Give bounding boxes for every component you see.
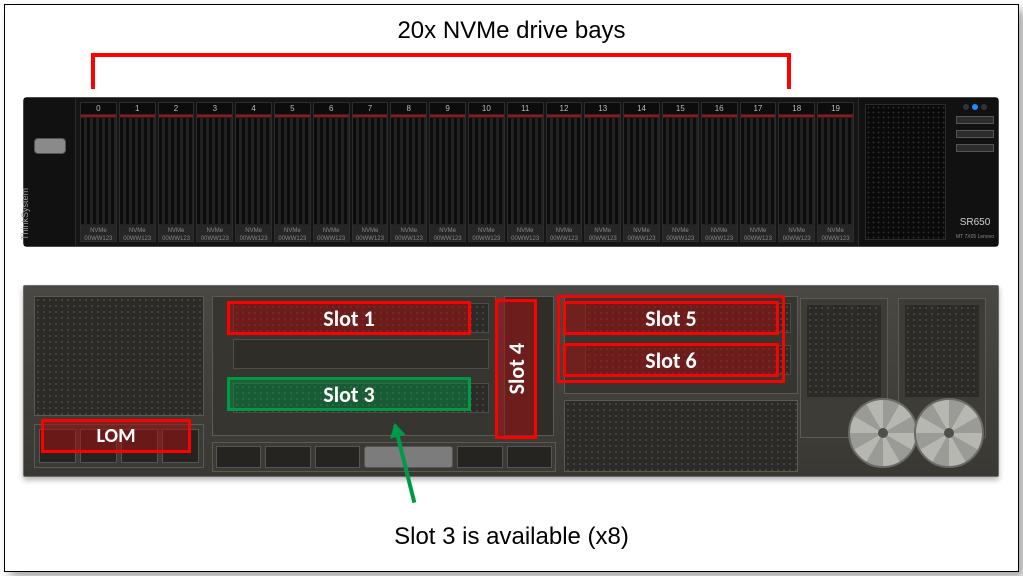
bay-number: 8 (391, 103, 426, 115)
fan-icon (914, 398, 984, 468)
rear-lower-mesh (564, 400, 798, 472)
bay-foot: NVMe00WW123 (547, 225, 582, 241)
drive-bay: 19 NVMe00WW123 (817, 102, 854, 242)
drive-bay: 6 NVMe00WW123 (313, 102, 350, 242)
annotation-slot1: Slot 1 (227, 301, 471, 335)
vga-port-icon (34, 138, 66, 154)
annotation-label: Slot 1 (323, 305, 374, 332)
usb-port-icon (956, 130, 994, 138)
status-leds-icon (956, 104, 994, 110)
drive-bay: 4 NVMe00WW123 (235, 102, 272, 242)
drive-bay: 9 NVMe00WW123 (429, 102, 466, 242)
bay-number: 9 (430, 103, 465, 115)
annotation-lom: LOM (41, 419, 191, 453)
bay-foot: NVMe00WW123 (275, 225, 310, 241)
bay-foot: NVMe00WW123 (818, 225, 853, 241)
figure-frame: 20x NVMe drive bays ThinkSystem 0 NVMe00W… (4, 4, 1019, 572)
bay-number: 0 (81, 103, 116, 115)
bay-number: 6 (314, 103, 349, 115)
bay-foot: NVMe00WW123 (663, 225, 698, 241)
bay-number: 19 (818, 103, 853, 115)
bay-foot: NVMe00WW123 (469, 225, 504, 241)
drive-bay: 3 NVMe00WW123 (196, 102, 233, 242)
drive-bay: 8 NVMe00WW123 (390, 102, 427, 242)
bay-number: 5 (275, 103, 310, 115)
bay-foot: NVMe00WW123 (197, 225, 232, 241)
drive-bays-row: 0 NVMe00WW123 1 NVMe00WW123 2 NVMe00WW123 3 NVM… (76, 98, 858, 246)
drive-bay: 10 NVMe00WW123 (468, 102, 505, 242)
bay-number: 18 (779, 103, 814, 115)
drive-bay: 5 NVMe00WW123 (274, 102, 311, 242)
bay-foot: NVMe00WW123 (391, 225, 426, 241)
drive-bay: 16 NVMe00WW123 (701, 102, 738, 242)
drive-bays-bracket (91, 53, 791, 89)
bay-foot: NVMe00WW123 (236, 225, 271, 241)
brand-label: ThinkSystem (20, 226, 30, 240)
bay-number: 7 (353, 103, 388, 115)
bay-foot: NVMe00WW123 (702, 225, 737, 241)
bay-number: 12 (547, 103, 582, 115)
drive-bay: 1 NVMe00WW123 (119, 102, 156, 242)
bay-foot: NVMe00WW123 (624, 225, 659, 241)
annotation-label: Slot 3 (323, 381, 374, 408)
bay-foot: NVMe00WW123 (120, 225, 155, 241)
bay-foot: NVMe00WW123 (314, 225, 349, 241)
usb-port-icon (956, 116, 994, 124)
annotation-slot3: Slot 3 (227, 377, 471, 411)
bay-number: 10 (469, 103, 504, 115)
front-io-column: SR650 MT 7X05 Lenovo (952, 98, 998, 246)
fan-icon (848, 398, 918, 468)
drive-bay: 18 NVMe00WW123 (778, 102, 815, 242)
annotation-label: LOM (96, 424, 135, 448)
drive-bay: 14 NVMe00WW123 (623, 102, 660, 242)
bay-number: 1 (120, 103, 155, 115)
front-right-panel: SR650 MT 7X05 Lenovo (858, 98, 998, 246)
bay-number: 14 (624, 103, 659, 115)
drive-bay: 2 NVMe00WW123 (158, 102, 195, 242)
annotation-label: Slot 4 (503, 343, 530, 394)
drive-bay: 12 NVMe00WW123 (546, 102, 583, 242)
bay-foot: NVMe00WW123 (741, 225, 776, 241)
bay-number: 3 (197, 103, 232, 115)
drive-bay: 0 NVMe00WW123 (80, 102, 117, 242)
bay-foot: NVMe00WW123 (353, 225, 388, 241)
bay-foot: NVMe00WW123 (585, 225, 620, 241)
bay-number: 4 (236, 103, 271, 115)
bay-number: 13 (585, 103, 620, 115)
model-label: SR650 (956, 217, 994, 228)
bay-foot: NVMe00WW123 (81, 225, 116, 241)
bay-foot: NVMe00WW123 (159, 225, 194, 241)
model-small: MT 7X05 Lenovo (956, 234, 994, 240)
drive-bay: 11 NVMe00WW123 (507, 102, 544, 242)
rear-bottom-io (212, 442, 556, 472)
caption-bottom: Slot 3 is available (x8) (5, 523, 1018, 551)
drive-bay: 13 NVMe00WW123 (584, 102, 621, 242)
bay-number: 2 (159, 103, 194, 115)
drive-bay: 17 NVMe00WW123 (740, 102, 777, 242)
bay-number: 11 (508, 103, 543, 115)
bay-number: 16 (702, 103, 737, 115)
annotation-slot56_outer (557, 295, 785, 383)
bay-foot: NVMe00WW123 (430, 225, 465, 241)
drive-bay: 7 NVMe00WW123 (352, 102, 389, 242)
bay-foot: NVMe00WW123 (508, 225, 543, 241)
psu-area (798, 296, 988, 472)
front-left-ear: ThinkSystem (24, 98, 76, 246)
vga-port-icon (364, 446, 453, 468)
drive-bay: 15 NVMe00WW123 (662, 102, 699, 242)
server-front-view: ThinkSystem 0 NVMe00WW123 1 NVMe00WW123 2 NVM… (23, 97, 999, 247)
annotation-slot4: Slot 4 (495, 299, 537, 439)
title-top: 20x NVMe drive bays (5, 17, 1018, 45)
bay-number: 15 (663, 103, 698, 115)
usb-port-icon (956, 144, 994, 152)
bay-number: 17 (741, 103, 776, 115)
rear-hex-panel (34, 296, 204, 416)
bay-foot: NVMe00WW123 (779, 225, 814, 241)
perforated-panel-icon (865, 104, 946, 240)
